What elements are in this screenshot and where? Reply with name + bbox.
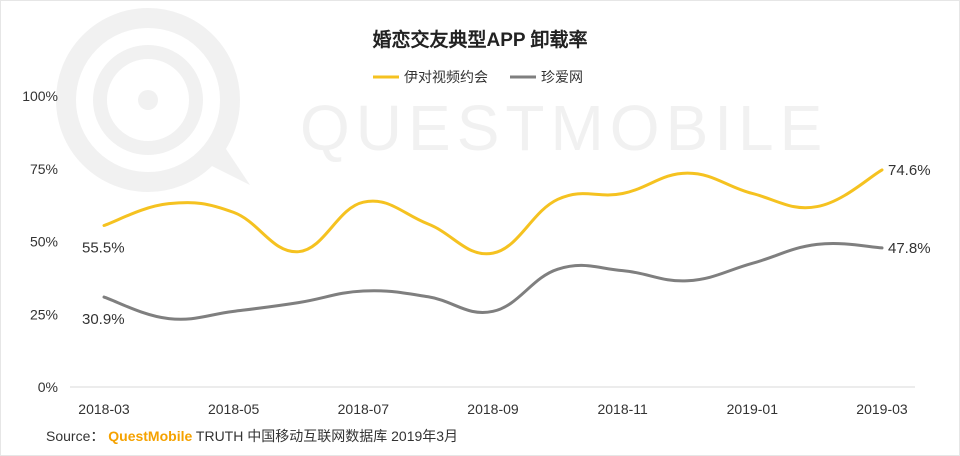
data-label: 74.6% [888,162,931,179]
y-tick-label: 50% [30,234,58,250]
legend-label: 伊对视频约会 [404,69,488,85]
y-tick-label: 0% [38,379,58,395]
data-label: 47.8% [888,240,931,257]
source-prefix: Source： [46,428,105,444]
y-tick-label: 75% [30,161,58,177]
y-tick-label: 25% [30,306,58,322]
x-tick-label: 2019-03 [856,401,908,417]
source-text: TRUTH 中国移动互联网数据库 2019年3月 [195,428,459,444]
y-axis: 100% 75% 50% 25% 0% [22,88,58,395]
x-tick-label: 2018-11 [597,401,648,417]
series-line [102,242,884,321]
x-tick-label: 2018-07 [338,401,390,417]
series-group [102,168,884,321]
data-label: 30.9% [82,311,125,328]
source-note: Source： QuestMobile TRUTH 中国移动互联网数据库 201… [46,426,458,446]
data-labels: 55.5% 74.6% 30.9% 47.8% [82,162,931,328]
watermark-logo-icon [56,8,250,192]
x-tick-label: 2018-09 [467,401,519,417]
data-label: 55.5% [82,239,125,256]
legend-label: 珍爱网 [541,69,583,85]
watermark-text: QUESTMOBILE [300,92,828,164]
chart-title: 婚恋交友典型APP 卸载率 [372,28,587,51]
watermark: QUESTMOBILE [56,8,828,192]
x-tick-label: 2018-05 [208,401,260,417]
x-tick-label: 2018-03 [78,401,130,417]
x-tick-label: 2019-01 [727,401,779,417]
series-line [102,168,884,256]
x-axis: 2018-03 2018-05 2018-07 2018-09 2018-11 2019-… [78,401,908,417]
y-tick-label: 100% [22,88,58,104]
legend: 伊对视频约会 珍爱网 [373,69,583,85]
source-brand: QuestMobile [108,428,193,444]
